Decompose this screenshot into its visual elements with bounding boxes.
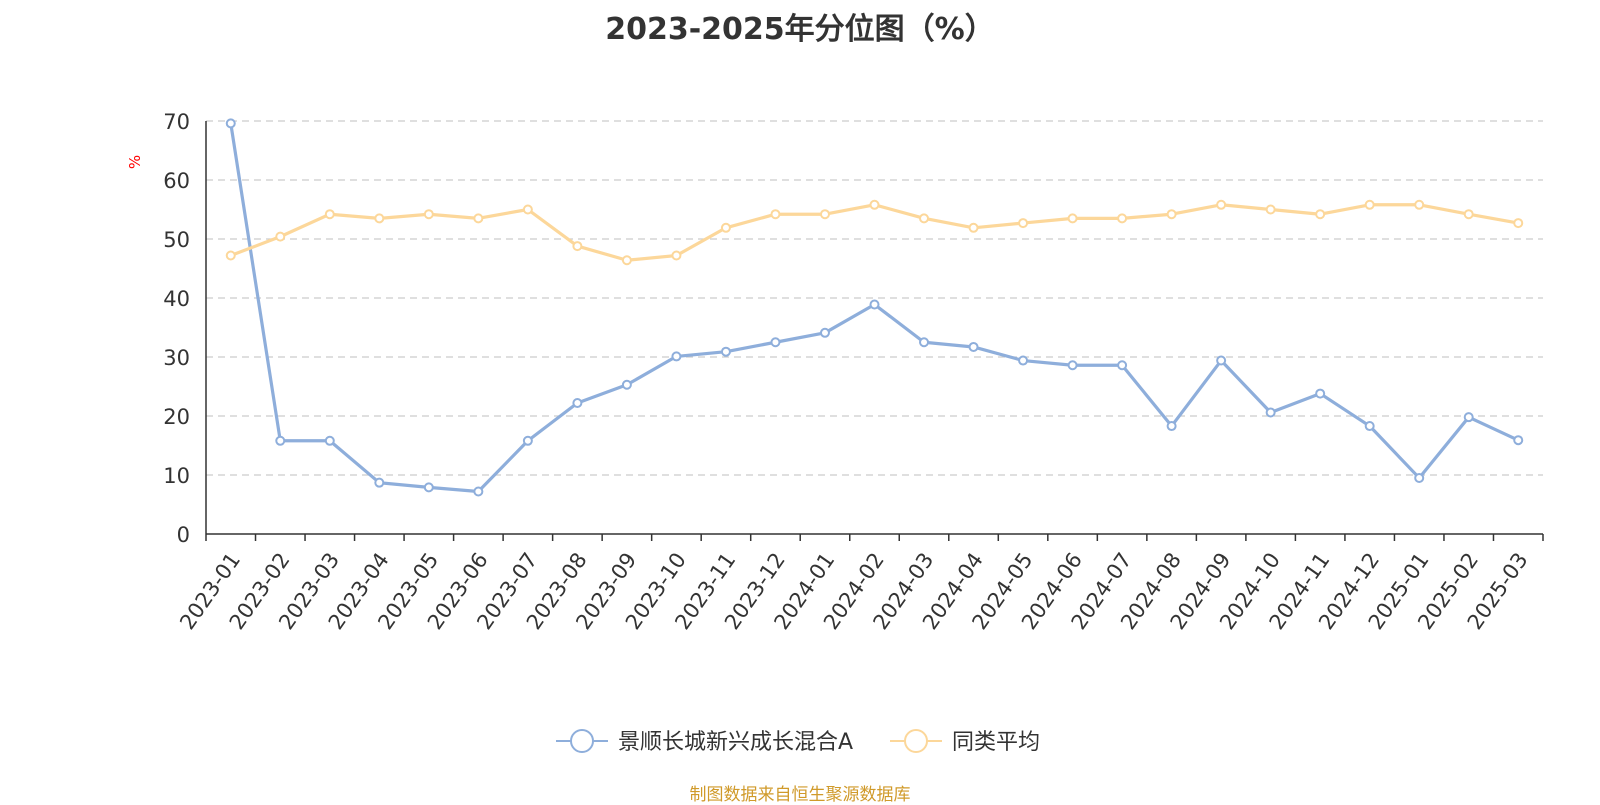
data-point[interactable] [1265,204,1276,215]
data-point[interactable] [919,337,930,348]
legend-label: 景顺长城新兴成长混合A [618,730,853,755]
legend-circle-icon [904,729,928,753]
grid-layer [206,120,1543,476]
y-tick-label: 20 [163,405,190,429]
data-point[interactable] [324,435,335,446]
data-point[interactable] [324,209,335,220]
y-tick-label: 40 [163,287,190,311]
data-point[interactable] [572,241,583,252]
legend-circle-icon [570,729,594,753]
data-point[interactable] [1414,199,1425,210]
data-point[interactable] [621,255,632,266]
data-point[interactable] [1513,435,1524,446]
data-point[interactable] [374,213,385,224]
data-point[interactable] [720,346,731,357]
y-tick-label: 70 [163,110,190,134]
data-point[interactable] [473,213,484,224]
data-point[interactable] [919,213,930,224]
chart-title: 2023-2025年分位图（%） [605,12,995,47]
data-point[interactable] [225,250,236,261]
data-point[interactable] [1513,218,1524,229]
data-point[interactable] [275,231,286,242]
data-point[interactable] [1216,355,1227,366]
data-point[interactable] [770,209,781,220]
data-point[interactable] [968,341,979,352]
series-line-2 [229,203,1520,262]
data-point[interactable] [225,118,236,129]
data-point[interactable] [522,435,533,446]
data-point[interactable] [423,209,434,220]
data-point[interactable] [869,299,880,310]
data-point[interactable] [1018,218,1029,229]
series-layer [225,118,1524,497]
legend-item-1[interactable]: 景顺长城新兴成长混合A [556,729,853,755]
legend[interactable]: 景顺长城新兴成长混合A 同类平均 [556,729,1040,755]
legend-label: 同类平均 [952,730,1040,755]
data-point[interactable] [522,204,533,215]
data-point[interactable] [819,209,830,220]
data-point[interactable] [819,327,830,338]
data-point[interactable] [1463,412,1474,423]
y-tick-label: 50 [163,228,190,252]
data-point[interactable] [1018,355,1029,366]
y-tick-label: 30 [163,346,190,370]
y-tick-label: 60 [163,169,190,193]
data-point[interactable] [1265,407,1276,418]
data-point[interactable] [671,351,682,362]
data-point[interactable] [1315,388,1326,399]
data-point[interactable] [275,435,286,446]
data-point[interactable] [720,222,731,233]
axis-layer: 0102030405060702023-012023-022023-032023… [163,110,1544,634]
data-point[interactable] [1315,209,1326,220]
data-point[interactable] [1364,421,1375,432]
data-point[interactable] [968,222,979,233]
data-point[interactable] [473,486,484,497]
data-point[interactable] [1067,360,1078,371]
data-point[interactable] [572,398,583,409]
data-point[interactable] [1364,199,1375,210]
data-point[interactable] [1414,472,1425,483]
data-point[interactable] [671,250,682,261]
data-point[interactable] [1166,421,1177,432]
data-point[interactable] [374,477,385,488]
source-text: 制图数据来自恒生聚源数据库 [689,785,911,805]
y-tick-label: 10 [163,464,190,488]
data-point[interactable] [621,379,632,390]
data-point[interactable] [1216,199,1227,210]
data-point[interactable] [1067,213,1078,224]
y-axis-label: % [126,155,144,169]
data-point[interactable] [1463,209,1474,220]
data-point[interactable] [869,199,880,210]
data-point[interactable] [1117,213,1128,224]
data-point[interactable] [423,482,434,493]
data-point[interactable] [1166,209,1177,220]
data-point[interactable] [770,337,781,348]
data-point[interactable] [1117,360,1128,371]
legend-item-2[interactable]: 同类平均 [890,729,1040,755]
y-tick-label: 0 [177,523,190,547]
